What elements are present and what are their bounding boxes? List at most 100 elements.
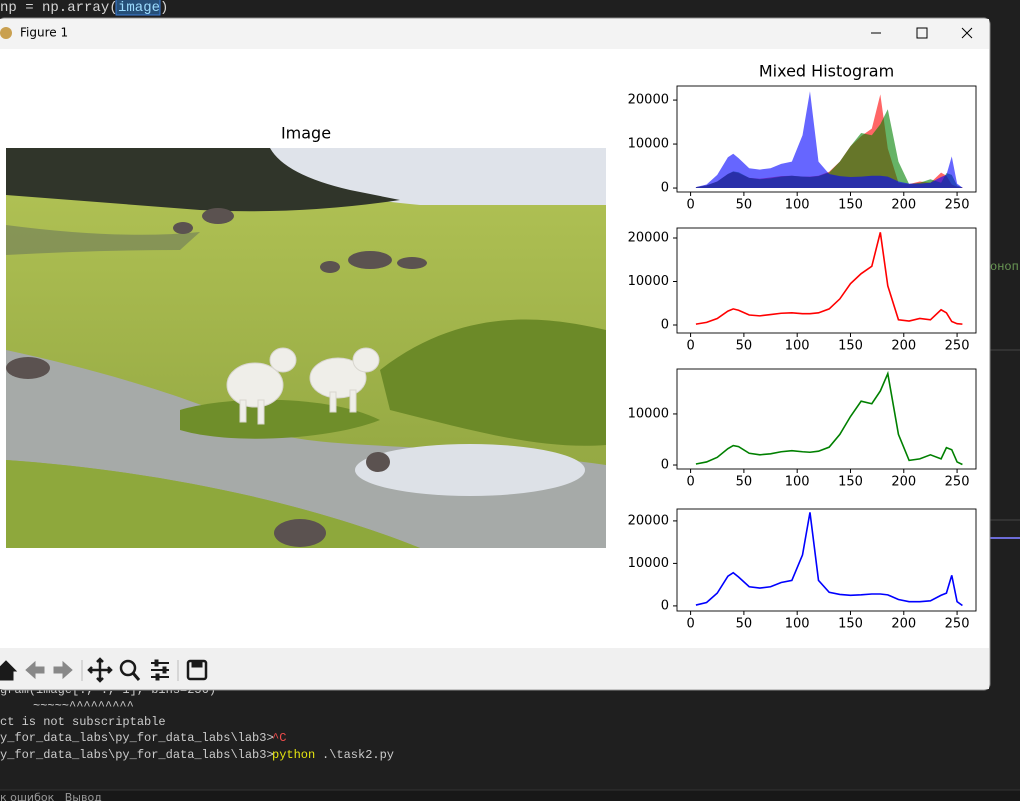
stone xyxy=(366,452,390,472)
side-text: оноп xyxy=(990,260,1019,274)
terminal-line: ct is not subscriptable xyxy=(0,715,166,729)
x-tick-label: 50 xyxy=(736,339,753,354)
y-tick-label: 10000 xyxy=(628,137,669,152)
terminal-line: ~~~~~^^^^^^^^^ xyxy=(33,699,134,713)
y-tick-label: 10000 xyxy=(628,406,669,421)
x-tick-label: 100 xyxy=(785,617,810,632)
x-tick-label: 250 xyxy=(945,198,970,213)
stone xyxy=(320,261,340,273)
stream xyxy=(6,225,200,255)
close-button[interactable] xyxy=(961,27,973,39)
x-tick-label: 0 xyxy=(686,475,694,490)
axes-frame xyxy=(676,227,977,334)
zoom-button[interactable] xyxy=(119,659,137,677)
x-tick-label: 0 xyxy=(686,198,694,213)
terminal-line: y_for_data_labs\py_for_data_labs\lab3>py… xyxy=(0,748,394,762)
y-tick-label: 0 xyxy=(661,181,669,196)
y-tick-label: 0 xyxy=(661,458,669,473)
x-tick-label: 200 xyxy=(891,617,916,632)
x-tick-label: 100 xyxy=(785,475,810,490)
stone xyxy=(173,222,193,234)
y-tick-label: 20000 xyxy=(628,93,669,108)
x-tick-label: 50 xyxy=(736,617,753,632)
forward-button[interactable] xyxy=(53,660,73,680)
lamb-body xyxy=(309,357,367,399)
stone xyxy=(397,257,427,269)
slider xyxy=(155,673,160,681)
image-title: Image xyxy=(281,124,331,143)
highlight xyxy=(115,0,161,16)
editor-bg xyxy=(0,0,1020,18)
y-tick-label: 20000 xyxy=(628,513,669,528)
toolbar-icons xyxy=(0,657,208,683)
lamb-body xyxy=(226,362,284,408)
x-tick-label: 150 xyxy=(838,475,863,490)
stone xyxy=(202,208,234,224)
prompt: y_for_data_labs\py_for_data_labs\lab3> xyxy=(0,748,274,762)
y-tick-label: 0 xyxy=(661,598,669,613)
river xyxy=(6,350,606,548)
x-tick-label: 250 xyxy=(945,475,970,490)
photo xyxy=(6,148,606,548)
dark-hill xyxy=(6,148,400,212)
code: ) xyxy=(160,0,168,16)
lamb-head xyxy=(352,347,380,373)
x-tick-label: 200 xyxy=(891,339,916,354)
x-tick-label: 150 xyxy=(838,198,863,213)
prompt: y_for_data_labs\py_for_data_labs\lab3> xyxy=(0,731,274,745)
x-tick-label: 250 xyxy=(945,339,970,354)
x-tick-label: 250 xyxy=(945,617,970,632)
status-text: к ошибок Вывод xyxy=(0,791,102,801)
histogram-area xyxy=(695,91,963,189)
pond xyxy=(355,444,585,496)
stone xyxy=(6,357,50,379)
x-tick-label: 200 xyxy=(891,475,916,490)
line xyxy=(695,512,963,607)
green-hill xyxy=(380,319,606,446)
zoom-handle xyxy=(131,672,141,681)
code-highlight: image xyxy=(118,0,160,16)
lamb-leg xyxy=(257,399,265,425)
code: np = np.array( xyxy=(0,0,118,16)
terminal: gram(image[:, :, 1], bins=256) ~~~~~^^^^… xyxy=(0,683,394,762)
histogram-area xyxy=(695,109,963,189)
slider xyxy=(154,659,159,667)
lamb-leg xyxy=(349,389,357,413)
stone xyxy=(348,251,392,269)
x-tick-label: 50 xyxy=(736,475,753,490)
line xyxy=(695,232,963,325)
stone xyxy=(274,519,326,547)
axes-frame xyxy=(676,85,977,193)
y-tick-label: 0 xyxy=(661,317,669,332)
home-button[interactable] xyxy=(0,660,18,681)
x-tick-label: 200 xyxy=(891,198,916,213)
interrupt: ^C xyxy=(272,731,286,745)
maximize-button[interactable] xyxy=(916,27,928,39)
lamb-leg xyxy=(329,391,337,413)
x-tick-label: 150 xyxy=(838,617,863,632)
title-bar xyxy=(0,19,989,49)
axes-frame xyxy=(676,368,977,470)
y-tick-label: 10000 xyxy=(628,556,669,571)
lambs xyxy=(226,347,380,425)
slider xyxy=(162,666,167,674)
y-tick-label: 20000 xyxy=(628,231,669,246)
lamb-head xyxy=(269,347,297,373)
x-tick-label: 100 xyxy=(785,198,810,213)
x-tick-label: 100 xyxy=(785,339,810,354)
figure-window: Figure 1 Image xyxy=(0,17,991,691)
app-icon xyxy=(0,27,12,39)
x-tick-label: 50 xyxy=(736,198,753,213)
back-button[interactable] xyxy=(25,660,45,680)
pan-button[interactable] xyxy=(87,657,113,683)
window-title: Figure 1 xyxy=(20,26,68,40)
chart-title: Mixed Histogram xyxy=(759,62,894,81)
y-tick-label: 10000 xyxy=(628,274,669,289)
x-tick-label: 0 xyxy=(686,617,694,632)
code-line: np = np.array(image) xyxy=(0,0,168,16)
line xyxy=(695,370,963,466)
x-tick-label: 150 xyxy=(838,339,863,354)
